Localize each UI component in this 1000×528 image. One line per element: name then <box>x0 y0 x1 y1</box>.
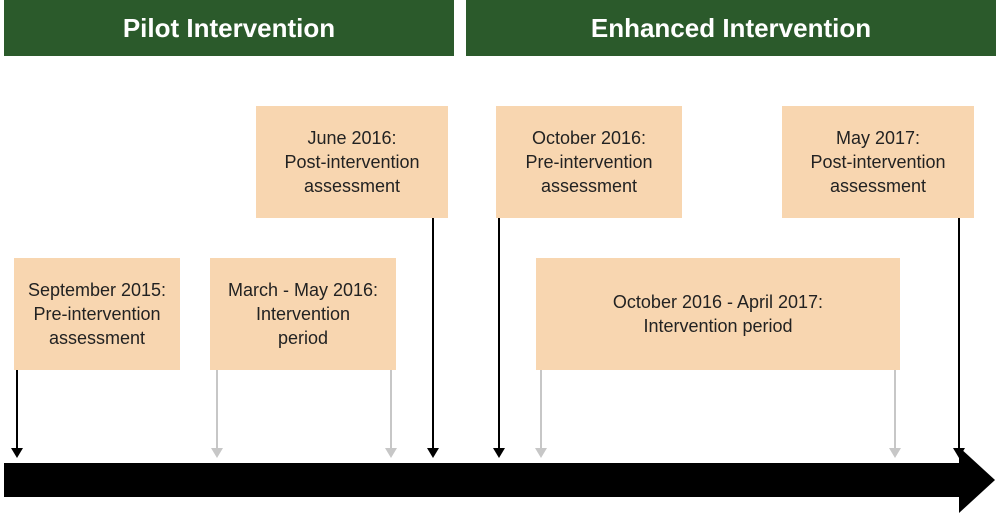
timeline-arrowhead-icon <box>959 447 995 513</box>
connector-line <box>498 218 500 449</box>
box-pilot-intervention: March - May 2016: Intervention period <box>210 258 396 370</box>
arrow-down-icon <box>535 448 547 458</box>
connector-line <box>390 370 392 449</box>
connector-line <box>894 370 896 449</box>
timeline-bar <box>4 463 960 497</box>
connector-line <box>432 218 434 449</box>
arrow-down-icon <box>385 448 397 458</box>
box-line: Pre-intervention <box>28 302 166 326</box>
box-line: March - May 2016: <box>228 278 378 302</box>
box-line: assessment <box>810 174 945 198</box>
connector-line <box>540 370 542 449</box>
box-enhanced-intervention: October 2016 - April 2017: Intervention … <box>536 258 900 370</box>
box-enhanced-post: May 2017: Post-intervention assessment <box>782 106 974 218</box>
arrow-down-icon <box>889 448 901 458</box>
box-line: assessment <box>525 174 652 198</box>
box-line: May 2017: <box>810 126 945 150</box>
arrow-down-icon <box>11 448 23 458</box>
box-line: assessment <box>28 326 166 350</box>
box-enhanced-pre: October 2016: Pre-intervention assessmen… <box>496 106 682 218</box>
box-line: October 2016: <box>525 126 652 150</box>
box-line: assessment <box>284 174 419 198</box>
header-pilot-label: Pilot Intervention <box>123 13 335 44</box>
header-enhanced: Enhanced Intervention <box>466 0 996 56</box>
box-line: Pre-intervention <box>525 150 652 174</box>
connector-line <box>958 218 960 449</box>
box-line: October 2016 - April 2017: <box>613 290 823 314</box>
connector-line <box>16 370 18 449</box>
arrow-down-icon <box>493 448 505 458</box>
box-line: Post-intervention <box>284 150 419 174</box>
arrow-down-icon <box>211 448 223 458</box>
box-line: June 2016: <box>284 126 419 150</box>
box-line: Post-intervention <box>810 150 945 174</box>
box-pilot-pre: September 2015: Pre-intervention assessm… <box>14 258 180 370</box>
box-line: period <box>228 326 378 350</box>
connector-line <box>216 370 218 449</box>
header-enhanced-label: Enhanced Intervention <box>591 13 871 44</box>
arrow-down-icon <box>427 448 439 458</box>
box-line: Intervention period <box>613 314 823 338</box>
box-line: Intervention <box>228 302 378 326</box>
header-pilot: Pilot Intervention <box>4 0 454 56</box>
box-pilot-post: June 2016: Post-intervention assessment <box>256 106 448 218</box>
box-line: September 2015: <box>28 278 166 302</box>
